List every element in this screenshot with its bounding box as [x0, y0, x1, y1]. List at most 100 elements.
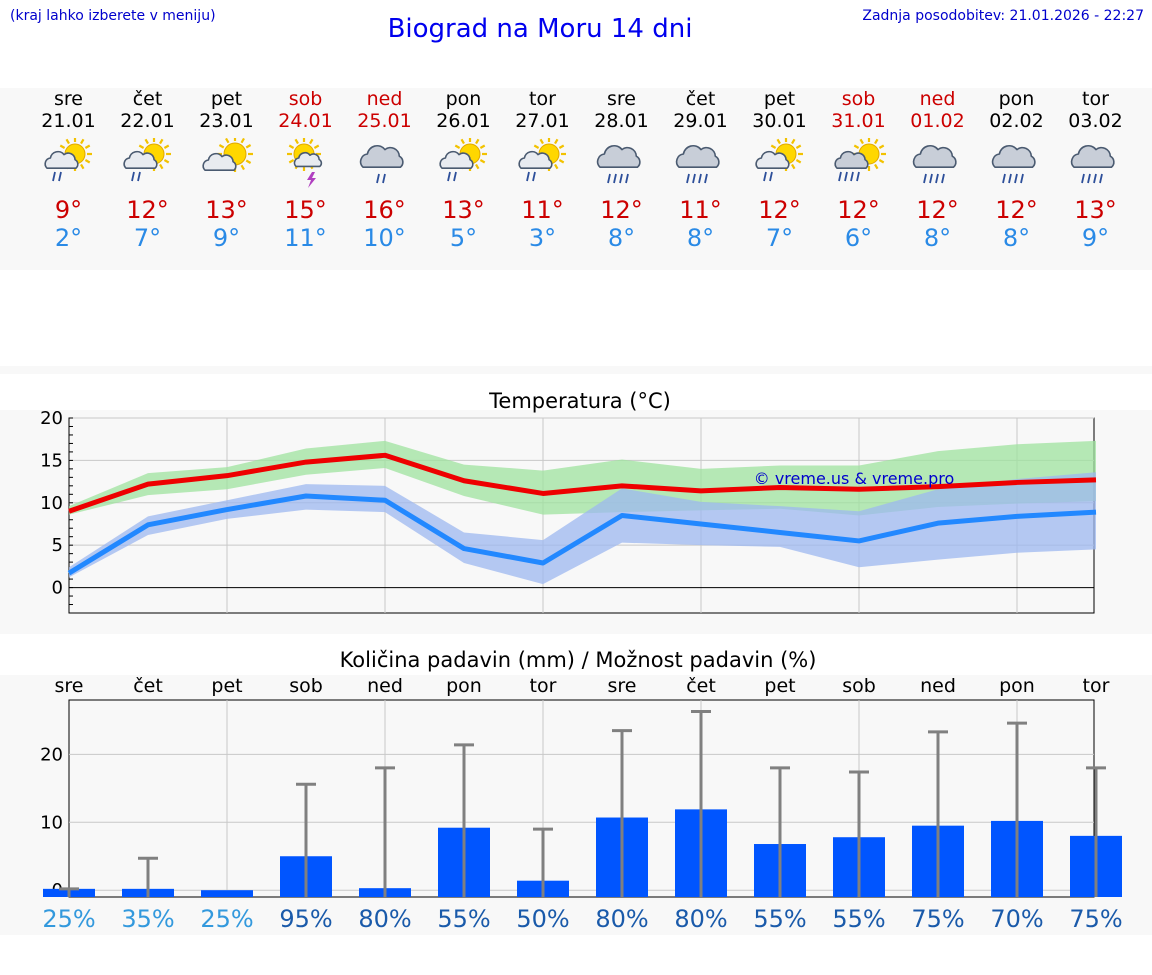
max-temp: 16°	[363, 196, 406, 224]
max-temp: 12°	[600, 196, 643, 224]
max-temp: 12°	[916, 196, 959, 224]
y-tick-label: 15	[40, 450, 63, 471]
min-temp: 5°	[449, 224, 478, 252]
day-name: sob	[288, 88, 323, 110]
day-date: 22.01	[120, 110, 175, 132]
day-name: tor	[1082, 88, 1109, 110]
min-temp: 3°	[528, 224, 557, 252]
y-tick-label: 10	[40, 493, 63, 514]
temperature-chart-title: Temperatura (°C)	[488, 389, 671, 413]
day-date: 24.01	[278, 110, 333, 132]
precipitation-probability: 80%	[674, 905, 727, 933]
precipitation-probability: 80%	[358, 905, 411, 933]
sun-thunder-icon	[286, 138, 322, 188]
day-column: pon 02.02 12° 8°	[977, 88, 1056, 252]
y-tick-label: 20	[40, 744, 63, 765]
min-temp: 10°	[363, 224, 406, 252]
day-column: ned 01.02 12° 8°	[898, 88, 977, 252]
cloud-heavy-rain-icon	[596, 145, 641, 184]
max-temp: 12°	[995, 196, 1038, 224]
precipitation-chart-title: Količina padavin (mm) / Možnost padavin …	[340, 648, 817, 672]
day-label: čet	[133, 675, 163, 697]
day-name: sob	[841, 88, 876, 110]
max-temp: 13°	[205, 196, 248, 224]
cloud-heavy-rain-icon	[912, 145, 957, 184]
day-label: sre	[55, 675, 84, 697]
day-date: 01.02	[910, 110, 965, 132]
day-name: pet	[210, 88, 243, 110]
day-label: sob	[842, 675, 876, 697]
max-temp: 12°	[758, 196, 801, 224]
y-tick-label: 5	[52, 535, 63, 556]
day-label: pon	[999, 675, 1035, 697]
precipitation-probability: 80%	[595, 905, 648, 933]
sun-cloud-rain-icon	[43, 138, 92, 182]
precipitation-probability: 55%	[437, 905, 490, 933]
sun-cloud-rain-icon	[517, 138, 566, 182]
day-label: pon	[446, 675, 482, 697]
precipitation-probability: 55%	[753, 905, 806, 933]
day-date: 31.01	[831, 110, 886, 132]
day-column: tor 27.01 11° 3°	[503, 88, 582, 252]
y-tick-label: 0	[52, 578, 63, 599]
day-date: 28.01	[594, 110, 649, 132]
min-temp: 8°	[686, 224, 715, 252]
max-temp: 11°	[679, 196, 722, 224]
max-temp: 13°	[442, 196, 485, 224]
day-column: sob 24.01 15° 11°	[266, 88, 345, 252]
cloud-heavy-rain-icon	[991, 145, 1036, 184]
temperature-chart: 0 5 10 15 20 Temperatura (°C) © vreme.us & vre…	[40, 389, 1097, 614]
day-column: pon 26.01 13° 5°	[424, 88, 503, 252]
day-label: ned	[920, 675, 956, 697]
last-updated: Zadnja posodobitev: 21.01.2026 - 22:27	[862, 8, 1144, 24]
day-column: čet 22.01 12° 7°	[108, 88, 187, 252]
day-column: sob 31.01 12° 6°	[819, 88, 898, 252]
day-date: 26.01	[436, 110, 491, 132]
max-temp: 12°	[126, 196, 169, 224]
day-name: pon	[445, 88, 482, 110]
precipitation-probability: 25%	[200, 905, 253, 933]
min-temp: 8°	[607, 224, 636, 252]
min-temp: 9°	[212, 224, 241, 252]
day-label: čet	[686, 675, 716, 697]
y-tick-label: 10	[40, 812, 63, 833]
max-temp: 11°	[521, 196, 564, 224]
day-label: tor	[530, 675, 557, 697]
day-name: ned	[366, 88, 403, 110]
precipitation-probability: 25%	[42, 905, 95, 933]
day-name: čet	[132, 88, 163, 110]
min-temp-line	[67, 493, 1097, 576]
day-date: 23.01	[199, 110, 254, 132]
day-name: čet	[685, 88, 716, 110]
min-temp: 11°	[284, 224, 327, 252]
day-date: 25.01	[357, 110, 412, 132]
sun-cloud-rain-icon	[122, 138, 171, 182]
cloud-rain-icon	[359, 145, 404, 184]
precipitation-chart: 01020Količina padavin (mm) / Možnost pad…	[40, 648, 1123, 933]
day-column: pet 30.01 12° 7°	[740, 88, 819, 252]
precipitation-probability: 75%	[1069, 905, 1122, 933]
forecast-band	[0, 88, 1152, 270]
day-label: ned	[367, 675, 403, 697]
day-date: 02.02	[989, 110, 1044, 132]
day-column: sre 21.01 9° 2°	[29, 88, 108, 252]
day-label: tor	[1083, 675, 1110, 697]
day-date: 29.01	[673, 110, 728, 132]
day-column: tor 03.02 13° 9°	[1056, 88, 1135, 252]
day-date: 03.02	[1068, 110, 1123, 132]
sun-cloud-rain-icon	[438, 138, 487, 182]
cloud-heavy-rain-icon	[675, 145, 720, 184]
day-label: sre	[608, 675, 637, 697]
day-name: sre	[607, 88, 636, 110]
min-temp: 8°	[923, 224, 952, 252]
max-temp-line	[68, 452, 1097, 514]
precipitation-bar	[201, 890, 253, 897]
watermark: © vreme.us & vreme.pro	[754, 469, 955, 488]
day-label: sob	[289, 675, 323, 697]
day-name: tor	[529, 88, 556, 110]
max-temp: 13°	[1074, 196, 1117, 224]
precipitation-probability: 55%	[832, 905, 885, 933]
day-name: sre	[54, 88, 83, 110]
day-column: sre 28.01 12° 8°	[582, 88, 661, 252]
min-temp: 2°	[54, 224, 83, 252]
